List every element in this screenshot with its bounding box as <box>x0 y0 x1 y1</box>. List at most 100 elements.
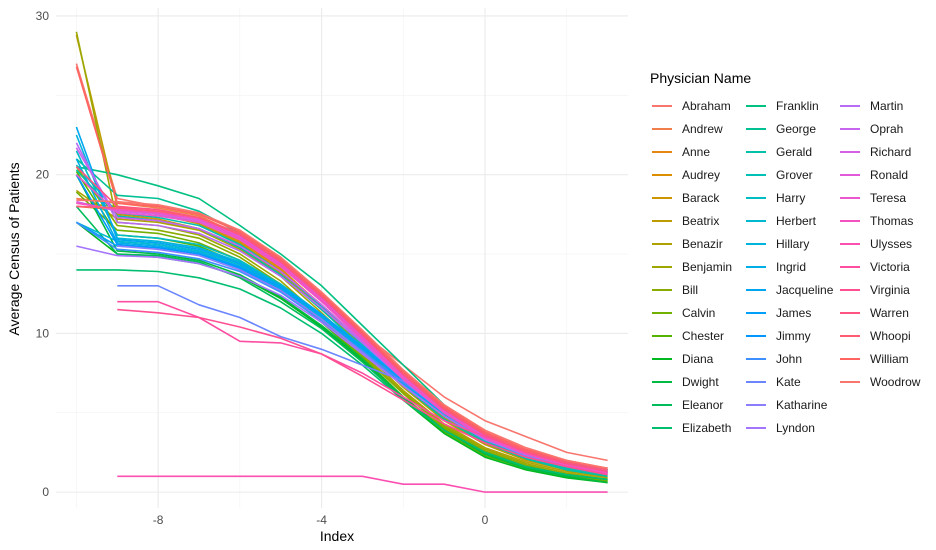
legend-key <box>746 357 766 360</box>
legend-label: Thomas <box>870 213 914 228</box>
legend-key <box>652 196 672 199</box>
legend-item: Thomas <box>838 209 932 232</box>
legend-key <box>746 150 766 153</box>
series-line-virginia <box>117 308 608 476</box>
series-line-martin <box>75 142 608 474</box>
legend-label: Herbert <box>776 213 817 228</box>
legend-column: Abraham Andrew Anne Audrey Barack Beatrix Bena… <box>650 94 744 439</box>
legend-columns: Abraham Andrew Anne Audrey Barack Beatrix Bena… <box>650 94 932 439</box>
legend-key <box>840 173 860 176</box>
legend-item: Woodrow <box>838 370 932 393</box>
legend-item: Eleanor <box>650 393 744 416</box>
x-tick-label: -4 <box>316 513 327 527</box>
legend-item: Harry <box>744 186 838 209</box>
legend-key <box>746 173 766 176</box>
y-tick-label: 0 <box>42 485 49 499</box>
legend-label: Lyndon <box>776 420 815 435</box>
legend-item: Ingrid <box>744 255 838 278</box>
legend-item: Warren <box>838 301 932 324</box>
x-axis-title: Index <box>320 528 354 544</box>
legend-key <box>652 265 672 268</box>
legend-label: Audrey <box>682 167 721 182</box>
legend-item: Gerald <box>744 140 838 163</box>
legend-item: Ulysses <box>838 232 932 255</box>
y-axis-title: Average Census of Patients <box>6 162 22 335</box>
legend: Physician Name Abraham Andrew Anne Audrey Ba… <box>650 70 932 439</box>
legend-key <box>746 288 766 291</box>
legend-label: Calvin <box>682 305 716 320</box>
legend-item: Dwight <box>650 370 744 393</box>
legend-item: George <box>744 117 838 140</box>
legend-label: Franklin <box>776 98 819 113</box>
legend-item: Victoria <box>838 255 932 278</box>
legend-key <box>652 311 672 314</box>
legend-key <box>746 403 766 406</box>
y-tick-labels: 0 10 20 30 <box>36 9 50 499</box>
legend-key <box>840 127 860 130</box>
legend-label: Teresa <box>870 190 907 205</box>
legend-item: Oprah <box>838 117 932 140</box>
legend-label: Martin <box>870 98 904 113</box>
legend-key <box>652 426 672 429</box>
legend-item: Bill <box>650 278 744 301</box>
legend-item: Ronald <box>838 163 932 186</box>
legend-item: Lyndon <box>744 416 838 439</box>
legend-label: Elizabeth <box>682 420 732 435</box>
legend-key <box>746 242 766 245</box>
legend-key <box>840 357 860 360</box>
series-line-william <box>75 66 608 470</box>
legend-label: Ulysses <box>870 236 913 251</box>
legend-label: Diana <box>682 351 714 366</box>
legend-label: Whoopi <box>870 328 911 343</box>
legend-key <box>652 127 672 130</box>
legend-item: Benjamin <box>650 255 744 278</box>
legend-item: Teresa <box>838 186 932 209</box>
legend-label: Warren <box>870 305 909 320</box>
series-lines <box>75 31 608 493</box>
legend-label: Oprah <box>870 121 904 136</box>
legend-label: Bill <box>682 282 699 297</box>
series-line-elizabeth <box>76 269 608 481</box>
legend-item: William <box>838 347 932 370</box>
legend-label: Ingrid <box>776 259 807 274</box>
legend-key <box>746 426 766 429</box>
x-tick-labels: -8 -4 0 <box>153 513 489 527</box>
legend-item: Anne <box>650 140 744 163</box>
y-tick-label: 30 <box>36 9 50 23</box>
legend-label: Katharine <box>776 397 828 412</box>
legend-item: Benazir <box>650 232 744 255</box>
legend-label: Benazir <box>682 236 723 251</box>
legend-key <box>840 219 860 222</box>
legend-label: Kate <box>776 374 801 389</box>
legend-key <box>840 242 860 245</box>
legend-key <box>652 288 672 291</box>
series-line-herbert <box>76 221 608 474</box>
legend-key <box>652 150 672 153</box>
legend-item: Franklin <box>744 94 838 117</box>
legend-key <box>652 403 672 406</box>
legend-item: Beatrix <box>650 209 744 232</box>
series-line-whoopi <box>76 205 608 471</box>
legend-label: Jacqueline <box>776 282 834 297</box>
legend-item: Kate <box>744 370 838 393</box>
legend-item: Jimmy <box>744 324 838 347</box>
legend-label: Virginia <box>870 282 910 297</box>
legend-key <box>840 380 860 383</box>
legend-key <box>652 334 672 337</box>
legend-item: Calvin <box>650 301 744 324</box>
legend-item: Hillary <box>744 232 838 255</box>
legend-key <box>746 265 766 268</box>
legend-item: Andrew <box>650 117 744 140</box>
legend-key <box>652 380 672 383</box>
y-tick-label: 10 <box>36 326 50 340</box>
legend-item: Herbert <box>744 209 838 232</box>
legend-label: Dwight <box>682 374 719 389</box>
legend-column: Franklin George Gerald Grover Harry Herbert Hi… <box>744 94 838 439</box>
legend-item: Virginia <box>838 278 932 301</box>
legend-key <box>840 150 860 153</box>
legend-key <box>746 334 766 337</box>
legend-item: Jacqueline <box>744 278 838 301</box>
legend-label: Andrew <box>682 121 723 136</box>
series-line-ulysses <box>117 475 608 493</box>
